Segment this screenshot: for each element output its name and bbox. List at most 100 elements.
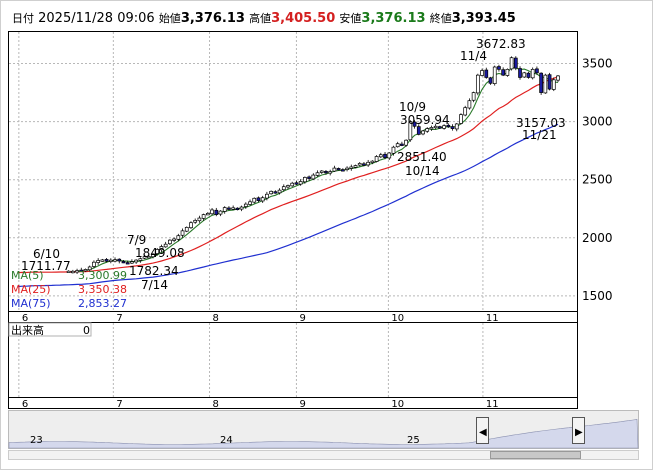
candle-body — [248, 201, 252, 205]
navigator-axis: 23 24 25 — [30, 435, 420, 446]
y-axis: 1500 2000 2500 3000 3500 — [582, 57, 613, 303]
candle-body — [130, 261, 134, 264]
candle-body — [345, 167, 349, 170]
ma75-legend-value: 2,853.27 — [78, 297, 127, 310]
candle-body — [100, 259, 105, 262]
candle-body — [303, 177, 307, 183]
navigator-tick-label: 24 — [220, 435, 233, 446]
candle-body — [509, 57, 514, 70]
candle-body — [459, 114, 463, 124]
candle-body — [222, 207, 227, 212]
candle-body — [151, 253, 155, 258]
candle-body — [96, 260, 101, 263]
x-tick-label: 6 — [22, 313, 28, 324]
candle-body — [70, 270, 75, 274]
high-label: 高値 — [249, 12, 272, 25]
navigator-tick-label: 23 — [30, 435, 43, 446]
ma25-legend-label: MA(25) — [11, 283, 51, 296]
candle-body — [535, 68, 539, 74]
navigator-tick-label: 25 — [407, 435, 420, 446]
candle-body — [180, 230, 185, 236]
annotation-value: 3157.03 — [516, 116, 566, 130]
ma25-path — [17, 76, 559, 274]
candle-body — [121, 261, 126, 264]
candle-body — [556, 75, 560, 81]
candle-body — [374, 156, 379, 162]
candle-body — [243, 203, 248, 207]
candle-body — [336, 168, 341, 171]
x-tick-label: 6 — [22, 399, 28, 410]
y-tick-label: 3500 — [582, 57, 613, 71]
annotation-date: 10/9 — [399, 100, 426, 114]
candle-body — [497, 66, 501, 70]
x-tick-label: 10 — [391, 399, 404, 410]
candle-body — [277, 189, 282, 194]
candle-body — [416, 126, 421, 135]
candle-body — [492, 66, 497, 84]
candle-body — [172, 238, 176, 241]
scrollbar-track[interactable] — [8, 450, 639, 460]
header-datetime: 2025/11/28 09:06 — [38, 11, 155, 26]
navigator-left-handle[interactable] — [476, 417, 489, 444]
volume-panel — [8, 322, 578, 398]
candle-body — [522, 72, 527, 78]
candle-body — [505, 68, 510, 76]
date-label: 日付 — [12, 12, 34, 25]
candle-body — [205, 213, 210, 216]
candle-body — [442, 125, 446, 129]
candle-body — [142, 256, 147, 259]
ohlc-header: 日付 2025/11/28 09:06 始値3,376.13 高値3,405.5… — [12, 10, 516, 26]
y-tick-label: 1500 — [582, 289, 613, 303]
candle-body — [332, 167, 337, 172]
open-value: 3,376.13 — [180, 11, 245, 26]
candle-body — [454, 123, 459, 130]
candle-body — [480, 70, 484, 76]
candle-body — [501, 69, 506, 76]
candle-body — [328, 171, 333, 174]
candle-body — [311, 174, 316, 180]
candle-body — [383, 153, 387, 158]
candle-body — [197, 217, 202, 222]
candle-body — [146, 256, 151, 259]
annotation-value: 1782.34 — [129, 264, 179, 278]
annotation-date: 7/14 — [141, 278, 168, 292]
candle-body — [370, 160, 375, 163]
candle-body — [294, 182, 299, 185]
candle-body — [551, 79, 556, 90]
annotation-date: 10/14 — [405, 164, 440, 178]
candle-body — [387, 152, 392, 159]
x-tick-label: 9 — [299, 313, 305, 324]
annotation-date: 11/21 — [522, 128, 557, 142]
candle-body — [87, 266, 92, 271]
candle-body — [134, 259, 138, 263]
candle-body — [92, 261, 96, 267]
candle-body — [235, 207, 240, 211]
ma25-legend-value: 3,350.38 — [78, 283, 127, 296]
candle-body — [324, 170, 328, 174]
annotation-date: 11/4 — [460, 49, 487, 63]
candle-body — [463, 107, 468, 116]
candle-body — [159, 246, 164, 251]
candle-body — [513, 57, 518, 69]
candle-body — [231, 207, 236, 210]
candle-body — [518, 68, 522, 78]
candle-body — [307, 176, 311, 179]
scrollbar-thumb[interactable] — [490, 451, 581, 459]
candle-body — [256, 197, 261, 201]
annotation-date: 7/9 — [127, 233, 146, 247]
low-label: 安値 — [339, 12, 362, 25]
candle-body — [488, 77, 493, 84]
annotation-value: 1849.08 — [135, 246, 185, 260]
candle-body — [108, 259, 113, 262]
annotation-value: 3059.94 — [400, 113, 450, 127]
candle-body — [391, 146, 396, 154]
candle-body — [79, 269, 84, 272]
candle-body — [189, 222, 193, 229]
ma-legend: MA(5) 3,300.99 MA(25) 3,350.38 MA(75) 2,… — [11, 269, 127, 310]
navigator-right-handle[interactable] — [572, 417, 585, 444]
candle-body — [421, 130, 425, 135]
candle-body — [429, 127, 434, 130]
candle-body — [543, 74, 548, 94]
